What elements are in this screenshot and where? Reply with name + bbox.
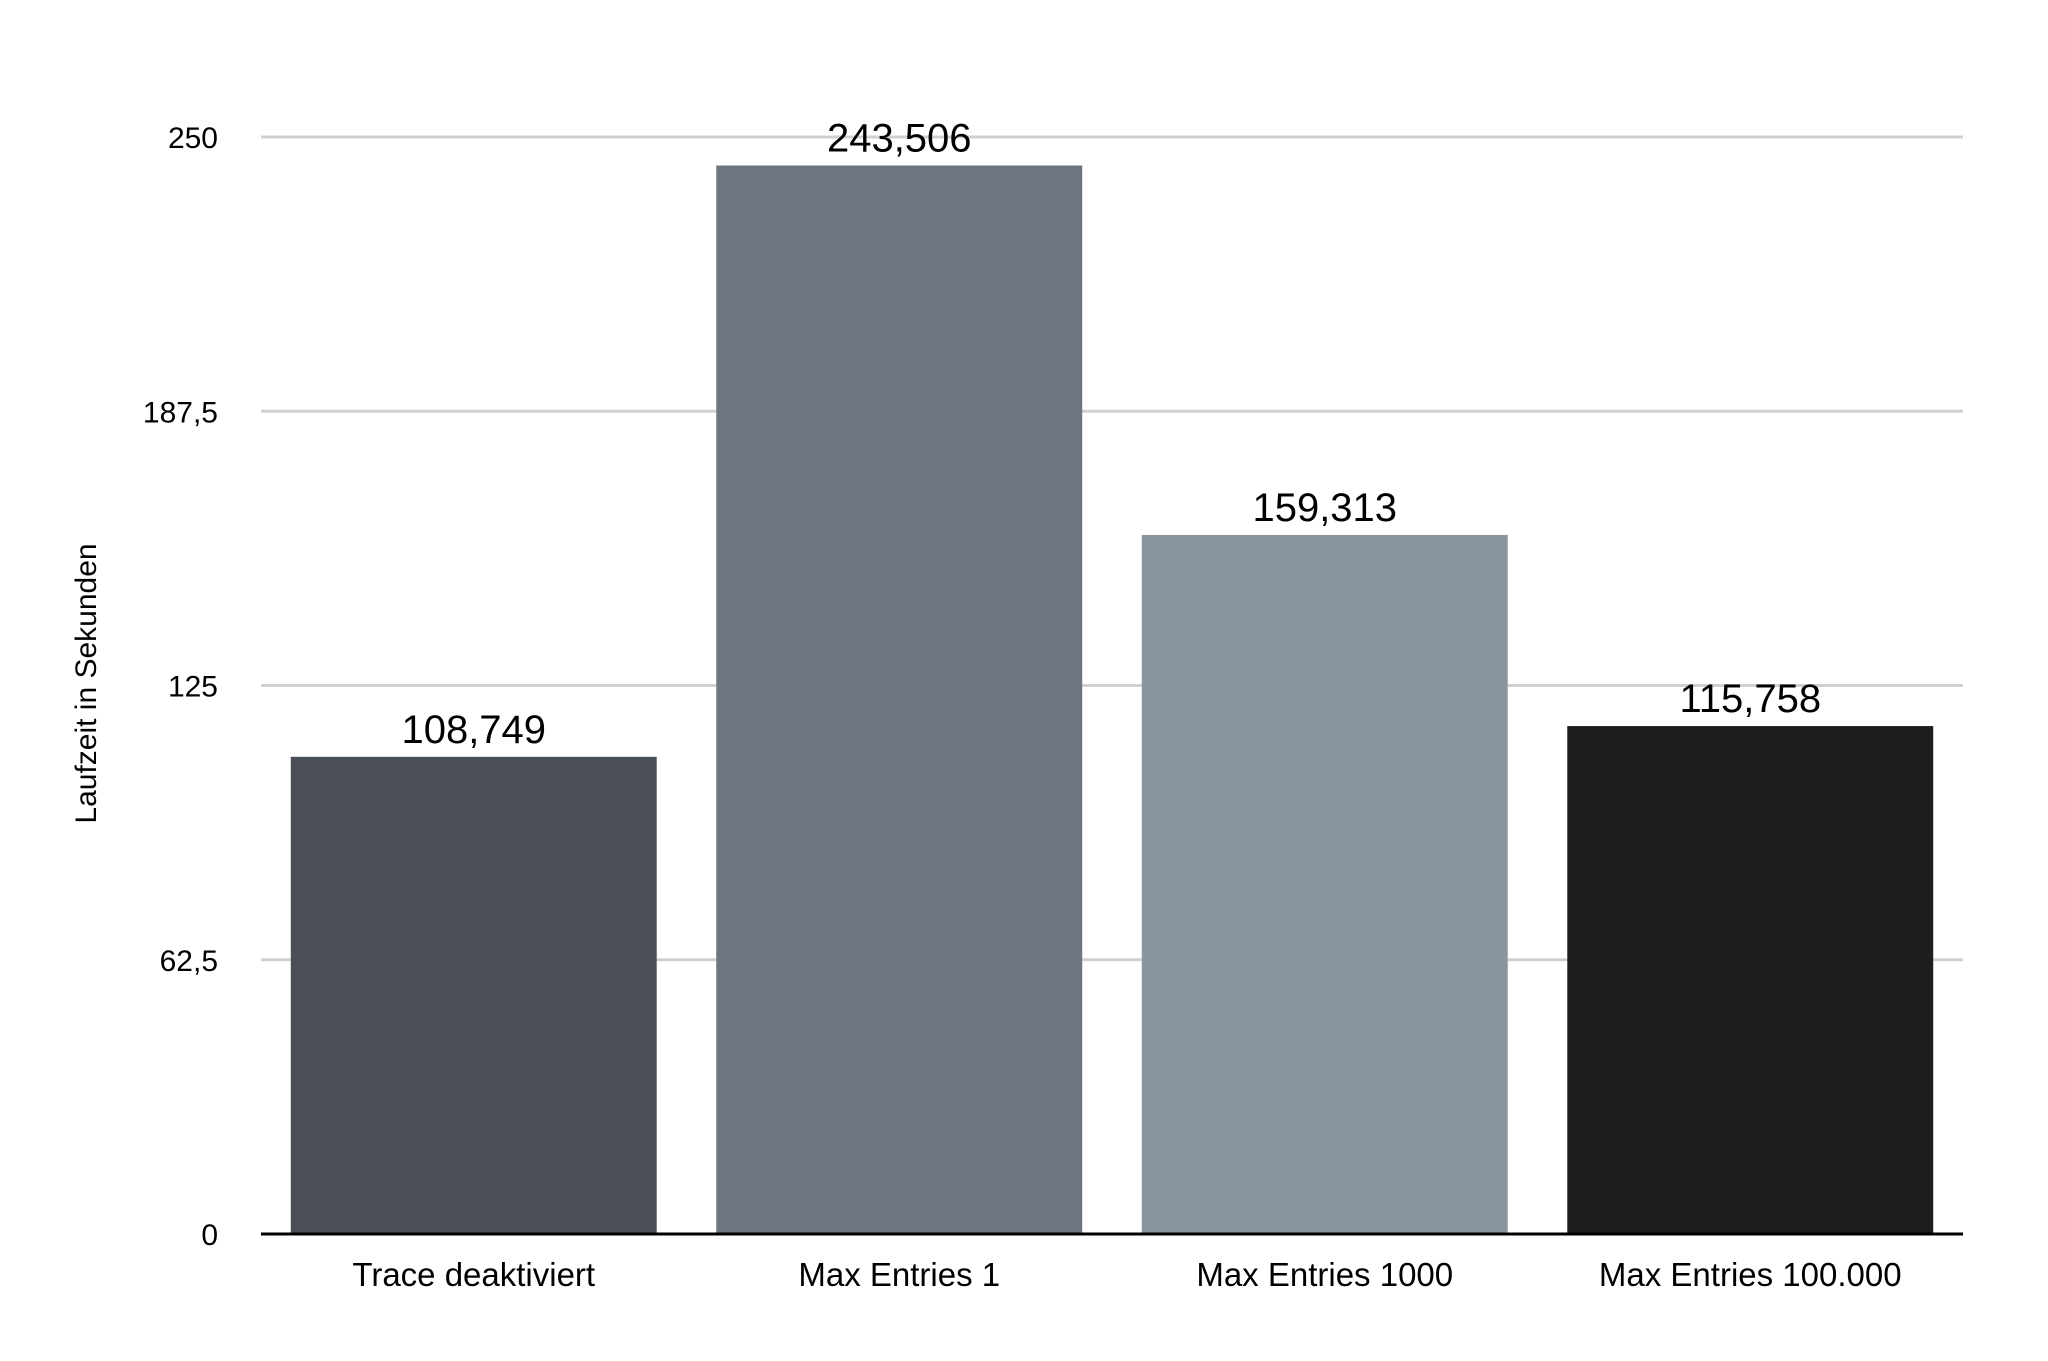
data-label: 159,313	[1252, 486, 1397, 530]
bars	[290, 165, 1934, 1235]
data-label: 243,506	[827, 116, 972, 160]
bar	[290, 756, 657, 1234]
y-tick-label: 125	[168, 671, 218, 704]
bar	[716, 165, 1083, 1235]
data-labels: 108,749 243,506 159,313 115,758	[401, 116, 1821, 751]
category-label: Max Entries 1000	[1196, 1256, 1453, 1293]
y-tick-label: 250	[168, 122, 218, 155]
bar	[1141, 534, 1508, 1234]
y-tick-label: 187,5	[143, 396, 218, 429]
y-tick-label: 0	[201, 1219, 218, 1252]
bar	[1567, 726, 1934, 1234]
category-label: Max Entries 100.000	[1599, 1256, 1902, 1293]
category-label: Max Entries 1	[798, 1256, 1000, 1293]
y-axis-title: Laufzeit in Sekunden	[70, 543, 103, 823]
data-label: 108,749	[401, 708, 546, 752]
y-tick-labels: 0 62,5 125 187,5 250	[143, 122, 218, 1252]
category-labels: Trace deaktiviert Max Entries 1 Max Entrie…	[352, 1256, 1901, 1293]
category-label: Trace deaktiviert	[352, 1256, 595, 1293]
data-label: 115,758	[1679, 677, 1821, 721]
y-tick-label: 62,5	[160, 945, 218, 978]
